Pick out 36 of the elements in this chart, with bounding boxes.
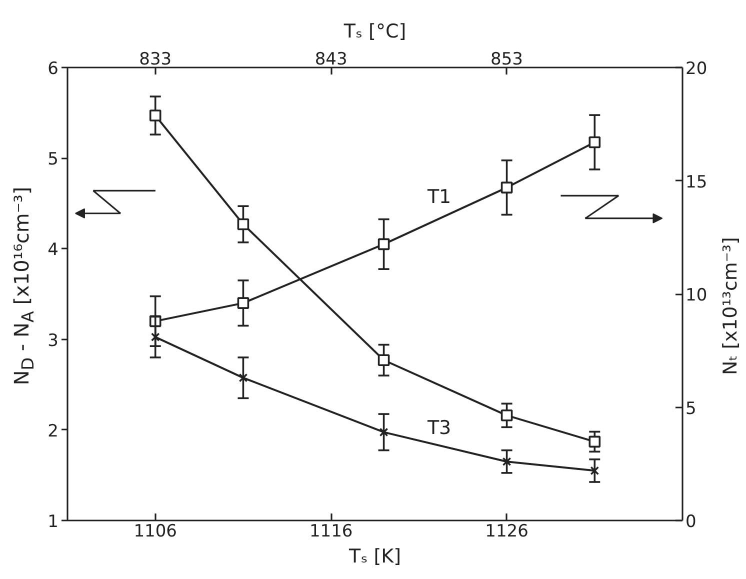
point <box>150 332 160 342</box>
x2-axis-title: Tₛ [°C] <box>342 20 406 42</box>
y-tick-label: 4 <box>48 240 59 260</box>
point <box>590 466 600 476</box>
point <box>379 428 388 437</box>
y2-tick-label: 20 <box>686 59 708 79</box>
point <box>238 373 248 382</box>
point <box>500 410 513 422</box>
point <box>588 436 601 448</box>
point <box>237 218 250 230</box>
point <box>378 354 390 366</box>
y-tick-label: 6 <box>48 59 59 79</box>
point <box>502 457 512 466</box>
series-label: T1 <box>426 186 452 208</box>
y2-tick-label: 15 <box>686 172 708 192</box>
point <box>500 182 513 194</box>
y-tick-label: 3 <box>48 330 59 351</box>
x-tick-label: 1126 <box>485 522 528 542</box>
x-axis-title: Tₛ [K] <box>348 546 402 568</box>
y2-axis-title: Nₜ [x10¹³cm⁻³] <box>720 236 742 374</box>
point <box>149 110 162 122</box>
y-tick-label: 5 <box>48 150 59 170</box>
series-label: T3 <box>426 416 452 439</box>
x2-tick-label: 833 <box>139 50 172 70</box>
x2-tick-label: 843 <box>314 50 348 70</box>
point <box>588 136 601 148</box>
point <box>378 238 390 250</box>
y2-tick-label: 10 <box>686 286 708 306</box>
x2-tick-label: 853 <box>490 50 524 70</box>
y2-tick-label: 0 <box>686 512 696 532</box>
x-tick-label: 1106 <box>134 522 177 542</box>
point <box>237 297 250 309</box>
y-tick-label: 1 <box>48 512 59 532</box>
x-tick-label: 1116 <box>309 522 353 542</box>
y2-tick-label: 5 <box>686 398 696 419</box>
y-tick-label: 2 <box>48 421 59 442</box>
